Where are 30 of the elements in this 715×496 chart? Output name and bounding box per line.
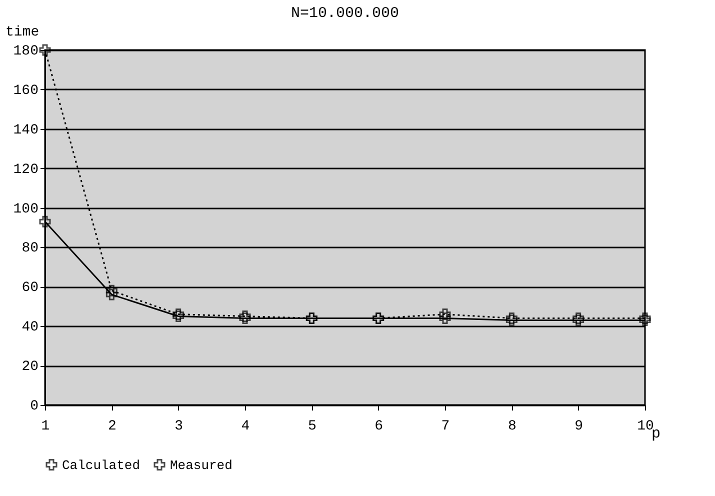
y-tick-label: 160	[13, 82, 38, 99]
chart-title: N=10.000.000	[290, 5, 400, 22]
y-tick-label: 60	[22, 280, 38, 296]
y-tick-label: 40	[22, 320, 38, 336]
point	[439, 312, 451, 324]
point	[39, 44, 51, 56]
x-tick-label: 4	[241, 418, 250, 434]
x-tick-label: 7	[441, 418, 450, 434]
y-tick-label: 120	[13, 162, 38, 178]
point	[439, 308, 451, 320]
y-tick-label: 100	[13, 201, 38, 218]
x-tick-label: 1	[41, 418, 50, 434]
y-tick-label: 180	[13, 44, 38, 60]
point	[106, 284, 118, 296]
x-tick-label: 5	[308, 418, 316, 434]
point	[39, 216, 51, 228]
y-tick-label: 20	[22, 359, 38, 376]
legend-label: Calculated	[62, 458, 140, 473]
point	[106, 288, 118, 300]
y-tick-label: 0	[30, 398, 38, 414]
x-tick-label: 8	[508, 418, 516, 434]
y-tick-label: 140	[13, 122, 38, 138]
x-tick-label: 2	[108, 418, 116, 434]
x-tick-label: 6	[374, 418, 384, 434]
x-tick-label: 10	[637, 418, 654, 434]
x-tick-label: 3	[174, 418, 184, 434]
y-axis-title: time	[6, 24, 40, 40]
legend-label: Measured	[170, 458, 232, 473]
x-tick-label: 9	[574, 418, 584, 434]
y-tick-label: 80	[22, 240, 38, 257]
